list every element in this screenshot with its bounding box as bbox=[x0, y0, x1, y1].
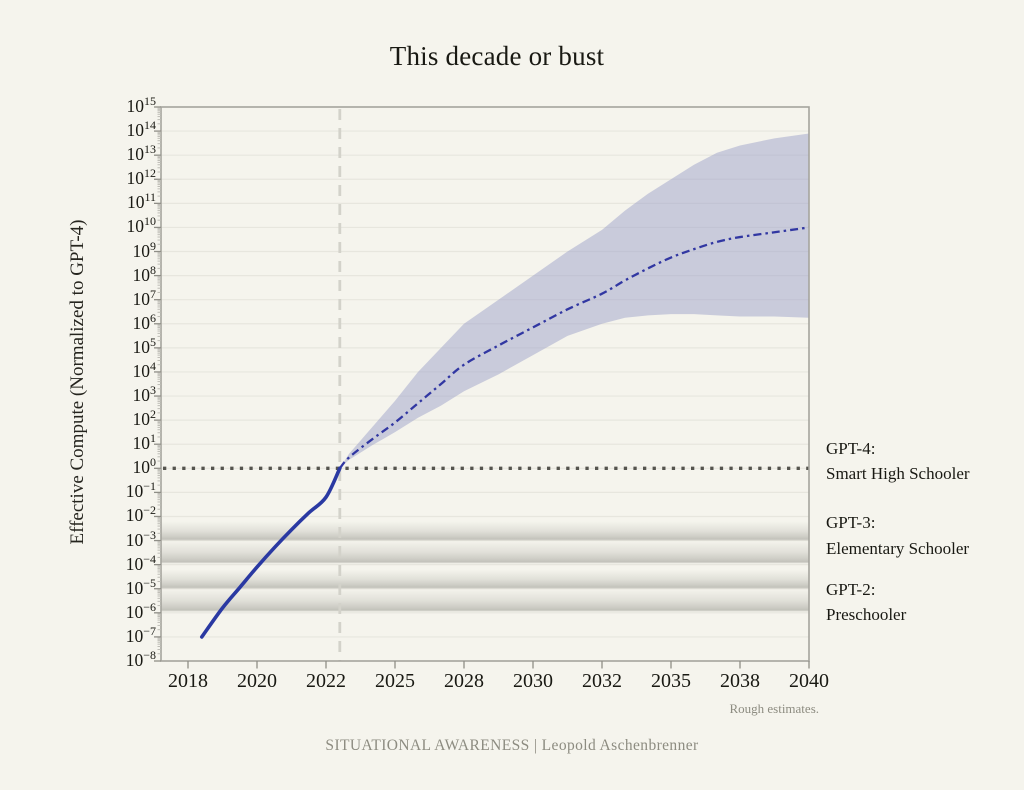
chart-title: This decade or bust bbox=[389, 41, 605, 71]
y-tick-label: 103 bbox=[132, 383, 157, 406]
uncertainty-band bbox=[339, 133, 809, 469]
y-tick-label: 108 bbox=[132, 262, 157, 285]
x-tick-label: 2018 bbox=[168, 670, 208, 692]
y-tick-label: 10−5 bbox=[125, 575, 156, 598]
reference-band-gpt-3 bbox=[161, 540, 809, 564]
annotation-model: GPT-2: bbox=[826, 579, 876, 599]
x-tick-label: 2040 bbox=[789, 670, 829, 692]
y-tick-label: 1011 bbox=[126, 190, 156, 213]
y-tick-label: 10−1 bbox=[125, 479, 156, 502]
y-tick-label: 106 bbox=[132, 310, 157, 333]
historical-compute-line bbox=[200, 466, 342, 639]
projection-median-line bbox=[338, 226, 810, 470]
reference-band-gpt-2 bbox=[161, 569, 809, 589]
x-tick-label: 2025 bbox=[375, 670, 415, 692]
y-tick-label: 100 bbox=[132, 455, 157, 478]
annotation-capability: Elementary Schooler bbox=[826, 538, 970, 558]
y-tick-label: 10−6 bbox=[125, 599, 156, 622]
y-tick-label: 1014 bbox=[126, 118, 157, 141]
y-tick-label: 1010 bbox=[126, 214, 157, 237]
y-tick-label: 102 bbox=[132, 407, 157, 430]
annotation-model: GPT-4: bbox=[826, 438, 876, 458]
y-tick-label: 101 bbox=[132, 431, 157, 454]
y-tick-label: 1012 bbox=[126, 166, 157, 189]
source-footer: SITUATIONAL AWARENESS | Leopold Aschenbr… bbox=[325, 737, 699, 754]
annotation-capability: Preschooler bbox=[826, 605, 907, 625]
y-tick-label: 10−4 bbox=[125, 551, 156, 574]
y-tick-label: 1015 bbox=[126, 94, 157, 116]
y-tick-label: 10−7 bbox=[125, 624, 156, 646]
annotation-gpt4: GPT-4: Smart High Schooler bbox=[826, 436, 970, 487]
reference-band-gpt-3 bbox=[161, 521, 809, 541]
reference-band-gpt-2 bbox=[161, 588, 809, 612]
x-tick-label: 2022 bbox=[306, 670, 346, 692]
x-tick-label: 2035 bbox=[651, 670, 691, 692]
x-tick-label: 2020 bbox=[237, 670, 277, 692]
annotation-gpt3: GPT-3: Elementary Schooler bbox=[826, 510, 969, 561]
annotation-gpt2: GPT-2: Preschooler bbox=[826, 577, 906, 628]
y-tick-label: 10−2 bbox=[125, 503, 156, 526]
x-tick-label: 2038 bbox=[720, 670, 760, 692]
y-tick-label: 107 bbox=[132, 286, 157, 309]
y-tick-label: 109 bbox=[132, 238, 157, 261]
annotation-model: GPT-3: bbox=[826, 513, 876, 533]
annotation-capability: Smart High Schooler bbox=[826, 464, 970, 484]
x-tick-label: 2032 bbox=[582, 670, 622, 692]
y-tick-label: 10−8 bbox=[125, 648, 156, 670]
plot-border bbox=[160, 106, 810, 662]
y-tick-label: 105 bbox=[132, 335, 157, 357]
x-tick-label: 2030 bbox=[513, 670, 553, 692]
y-tick-label: 1013 bbox=[126, 142, 157, 165]
y-tick-label: 10−3 bbox=[125, 527, 156, 550]
x-tick-label: 2028 bbox=[444, 670, 484, 692]
y-tick-label: 104 bbox=[132, 359, 157, 381]
rough-estimates-note: Rough estimates. bbox=[729, 701, 819, 716]
